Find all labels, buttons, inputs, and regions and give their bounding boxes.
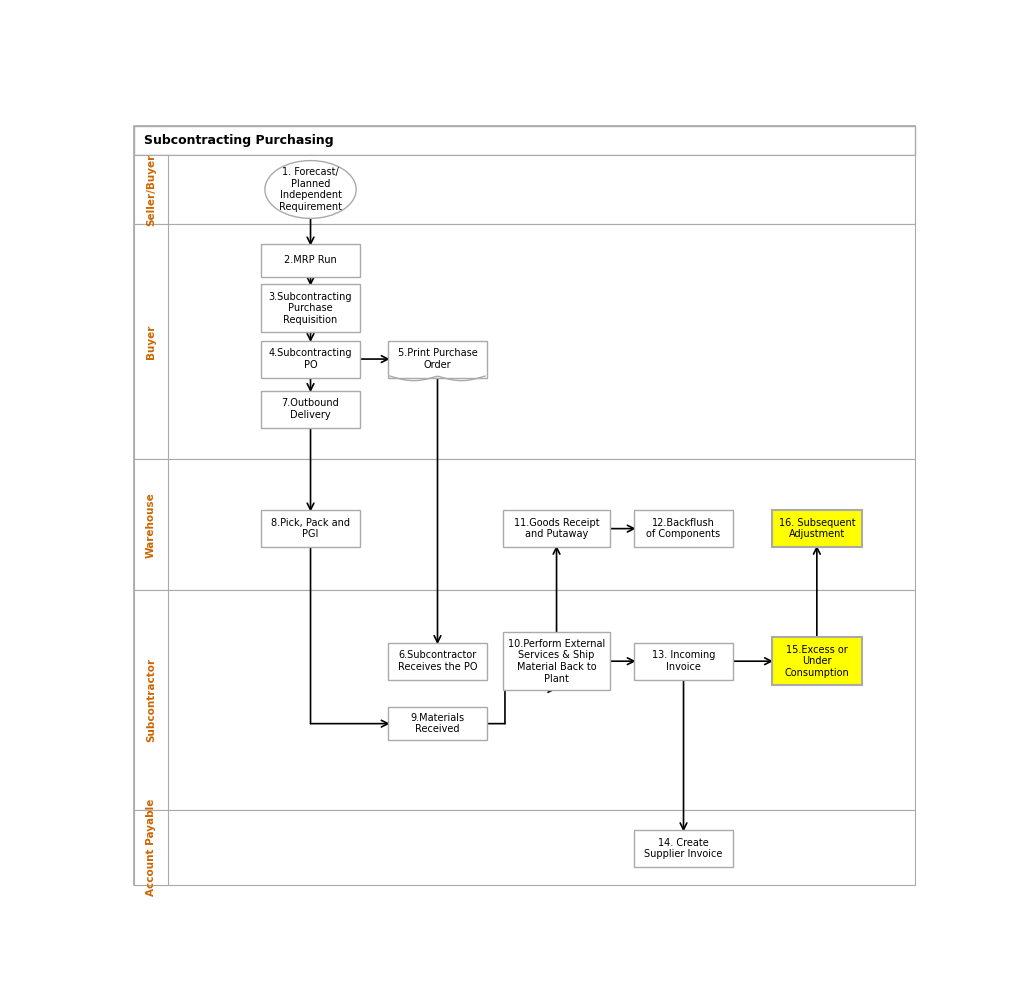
FancyBboxPatch shape xyxy=(134,459,168,591)
FancyBboxPatch shape xyxy=(261,390,359,427)
FancyBboxPatch shape xyxy=(261,511,359,548)
FancyBboxPatch shape xyxy=(134,126,915,155)
FancyBboxPatch shape xyxy=(772,638,862,685)
Text: 9.Materials
Received: 9.Materials Received xyxy=(411,713,465,735)
FancyBboxPatch shape xyxy=(134,155,915,224)
Text: Subcontractor: Subcontractor xyxy=(146,658,156,742)
FancyBboxPatch shape xyxy=(134,155,168,224)
Text: 1. Forecast/
Planned
Independent
Requirement: 1. Forecast/ Planned Independent Require… xyxy=(279,167,342,212)
FancyBboxPatch shape xyxy=(772,511,862,548)
FancyBboxPatch shape xyxy=(134,810,915,885)
FancyBboxPatch shape xyxy=(134,224,915,459)
FancyBboxPatch shape xyxy=(388,708,486,740)
FancyBboxPatch shape xyxy=(261,340,359,377)
FancyBboxPatch shape xyxy=(634,830,733,867)
FancyBboxPatch shape xyxy=(388,340,486,377)
FancyBboxPatch shape xyxy=(634,643,733,680)
Text: Warehouse: Warehouse xyxy=(146,491,156,558)
FancyBboxPatch shape xyxy=(134,224,168,459)
Text: 4.Subcontracting
PO: 4.Subcontracting PO xyxy=(268,348,352,369)
Text: 8.Pick, Pack and
PGI: 8.Pick, Pack and PGI xyxy=(271,518,350,540)
FancyBboxPatch shape xyxy=(504,632,609,691)
Text: 12.Backflush
of Components: 12.Backflush of Components xyxy=(646,518,721,540)
Text: 3.Subcontracting
Purchase
Requisition: 3.Subcontracting Purchase Requisition xyxy=(268,291,352,324)
FancyBboxPatch shape xyxy=(134,810,168,885)
Text: 11.Goods Receipt
and Putaway: 11.Goods Receipt and Putaway xyxy=(514,518,599,540)
Text: 2.MRP Run: 2.MRP Run xyxy=(284,255,337,265)
Text: 16. Subsequent
Adjustment: 16. Subsequent Adjustment xyxy=(778,518,855,540)
Text: Subcontracting Purchasing: Subcontracting Purchasing xyxy=(143,134,334,147)
FancyBboxPatch shape xyxy=(504,511,609,548)
Text: Buyer: Buyer xyxy=(146,324,156,359)
Text: 6.Subcontractor
Receives the PO: 6.Subcontractor Receives the PO xyxy=(397,651,477,672)
FancyBboxPatch shape xyxy=(134,459,915,591)
FancyBboxPatch shape xyxy=(388,643,486,680)
Text: 7.Outbound
Delivery: 7.Outbound Delivery xyxy=(282,398,339,420)
FancyBboxPatch shape xyxy=(261,244,359,276)
Text: 10.Perform External
Services & Ship
Material Back to
Plant: 10.Perform External Services & Ship Mate… xyxy=(508,639,605,684)
FancyBboxPatch shape xyxy=(261,284,359,332)
Text: Account Payable: Account Payable xyxy=(146,799,156,896)
Ellipse shape xyxy=(265,160,356,218)
Text: 13. Incoming
Invoice: 13. Incoming Invoice xyxy=(652,651,715,672)
FancyBboxPatch shape xyxy=(134,126,915,885)
Text: 15.Excess or
Under
Consumption: 15.Excess or Under Consumption xyxy=(784,645,849,678)
FancyBboxPatch shape xyxy=(634,511,733,548)
FancyBboxPatch shape xyxy=(134,591,168,810)
Text: Seller/Buyer: Seller/Buyer xyxy=(146,153,156,225)
FancyBboxPatch shape xyxy=(134,591,915,810)
Text: 14. Create
Supplier Invoice: 14. Create Supplier Invoice xyxy=(644,838,723,859)
Text: 5.Print Purchase
Order: 5.Print Purchase Order xyxy=(397,348,477,369)
